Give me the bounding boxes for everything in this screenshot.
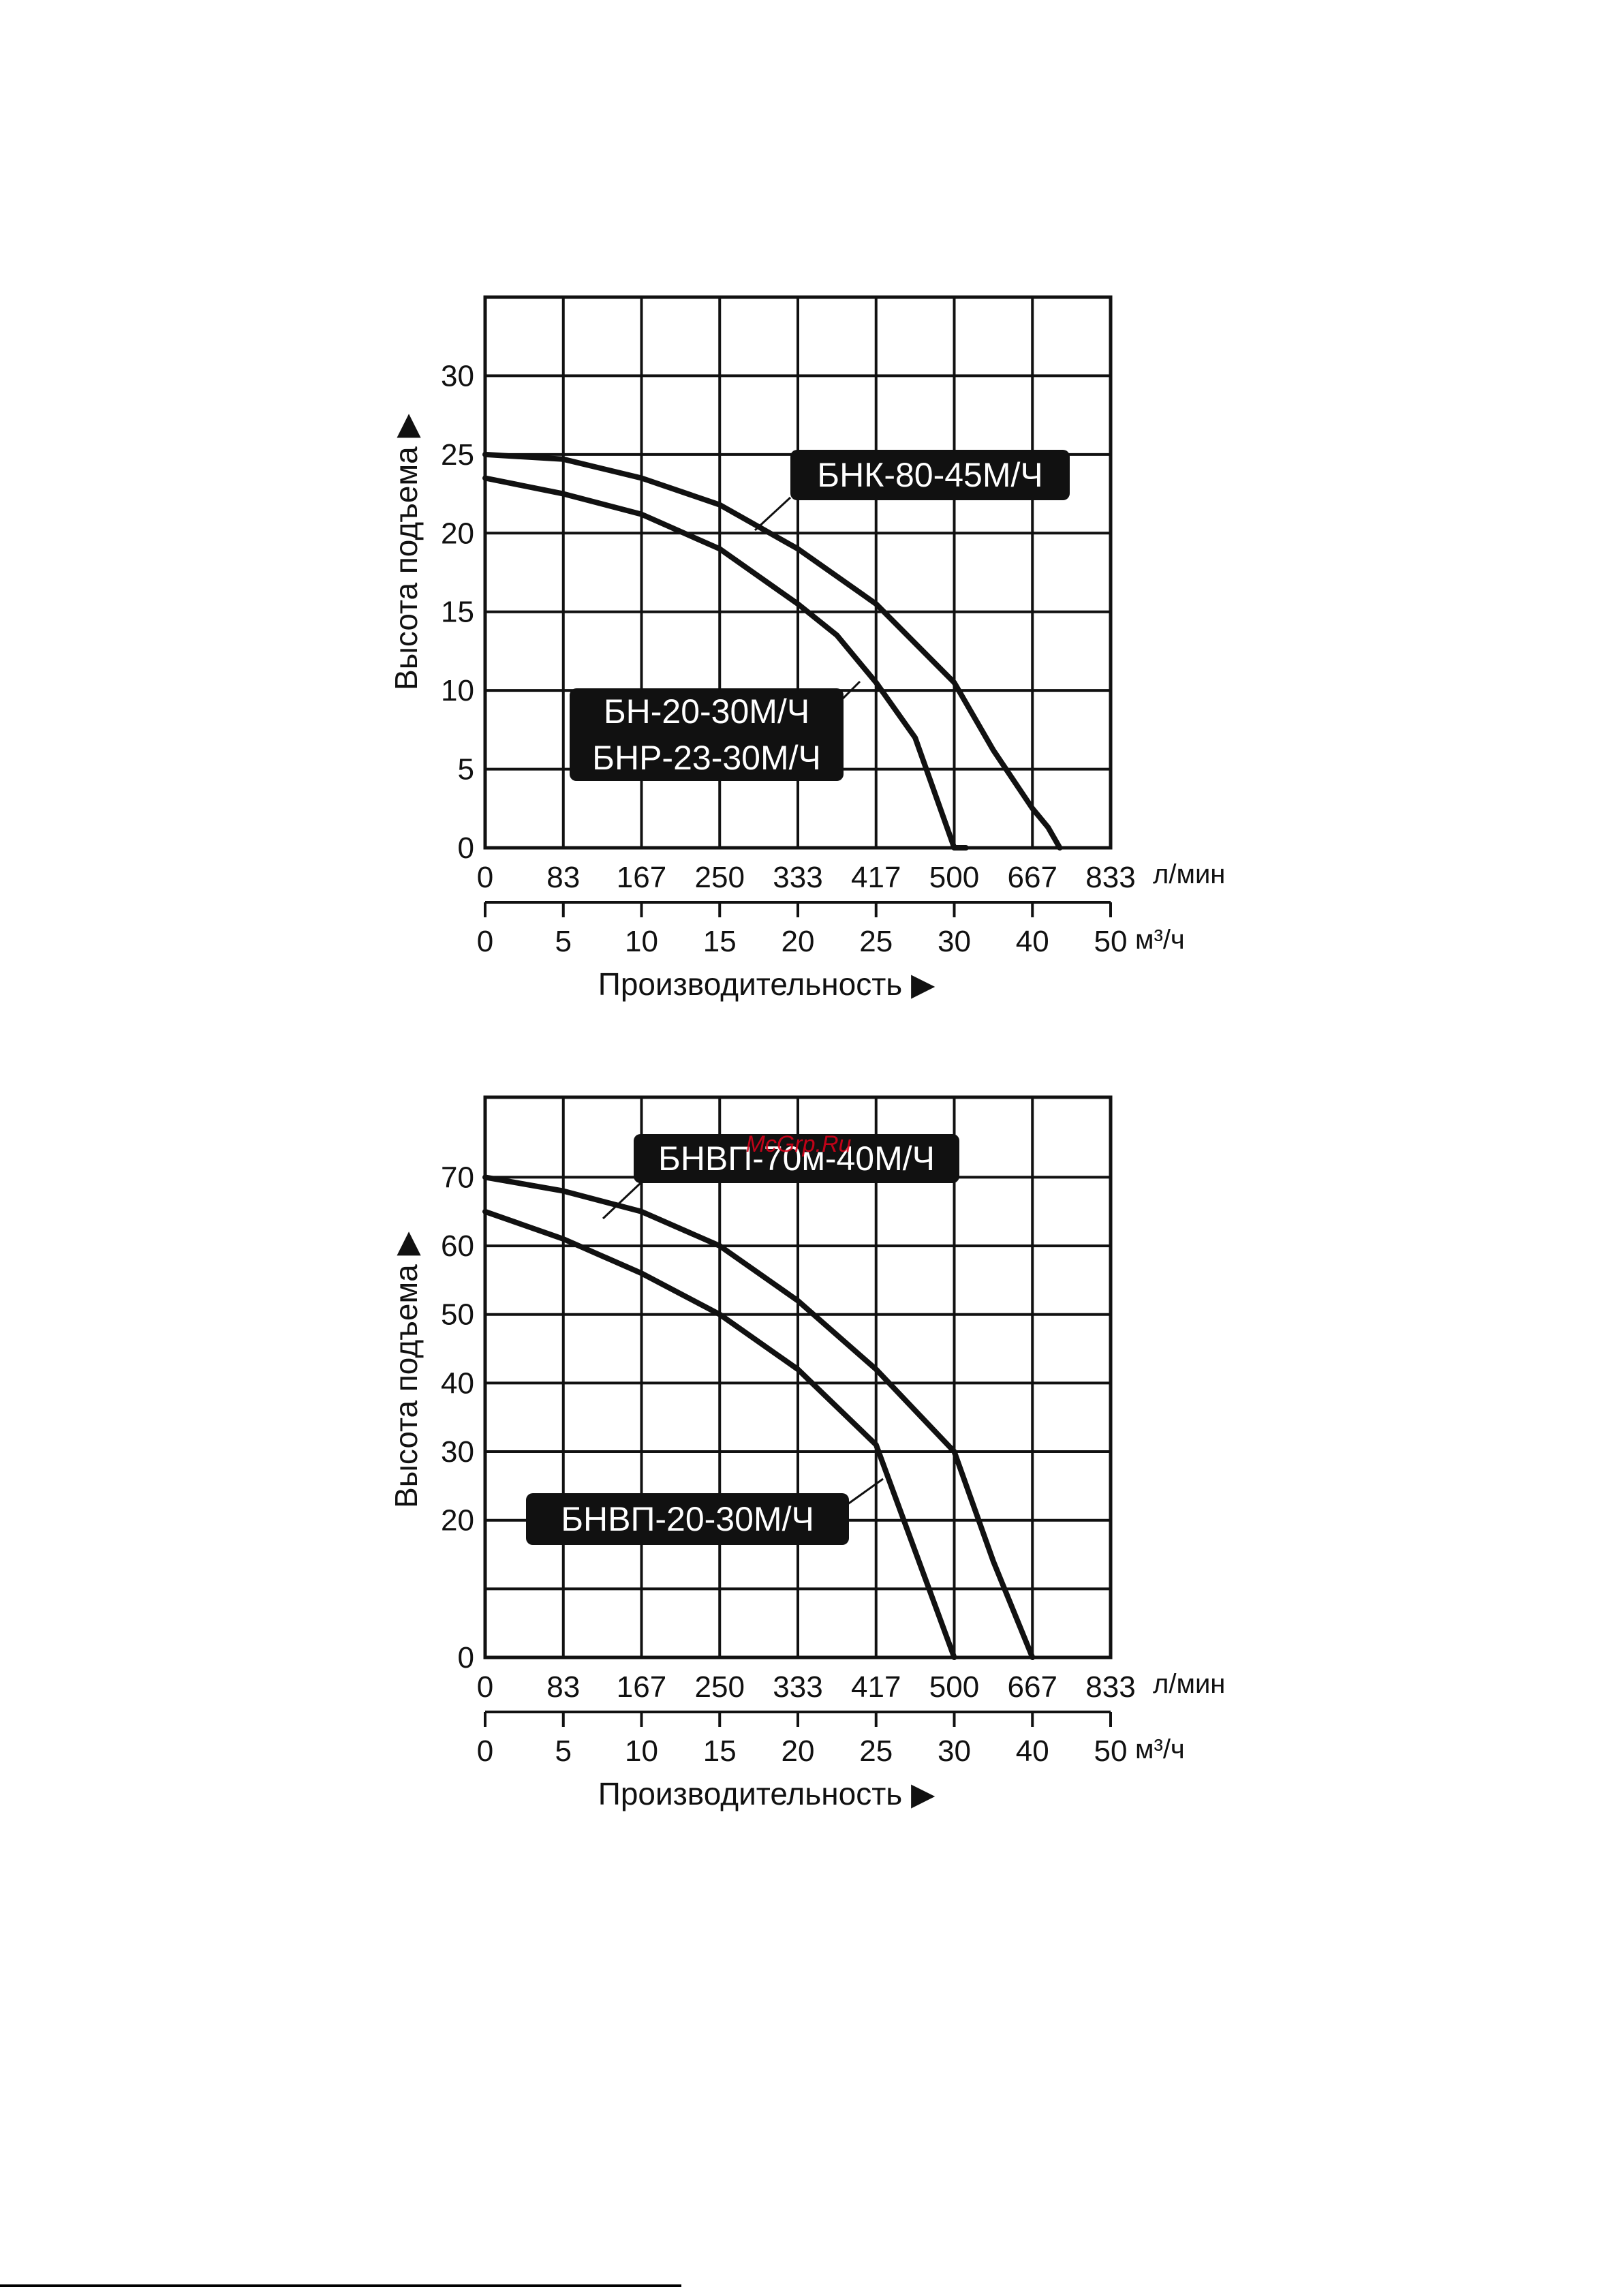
y-axis-title: Высота подъема ▶ <box>388 1231 424 1508</box>
x-unit-m3h: м³/ч <box>1135 925 1185 955</box>
x-tick-label-lmin: 417 <box>851 1670 901 1704</box>
y-tick-label: 60 <box>441 1229 474 1263</box>
x-tick-label-m3h: 10 <box>625 1734 658 1768</box>
x-tick-label-lmin: 83 <box>546 1670 580 1704</box>
x-tick-label-lmin: 333 <box>773 1670 822 1704</box>
series-curve-1 <box>482 451 1063 851</box>
x-tick-label-lmin: 0 <box>477 1670 493 1704</box>
x-tick-label-lmin: 500 <box>929 861 979 894</box>
y-tick-label: 0 <box>458 831 474 865</box>
x-tick-label-lmin: 833 <box>1085 861 1135 894</box>
x-tick-label-lmin: 83 <box>546 861 580 894</box>
y-tick-label: 50 <box>441 1298 474 1332</box>
y-tick-label: 15 <box>441 596 474 629</box>
x-tick-label-m3h: 30 <box>938 1734 971 1768</box>
y-tick-label: 30 <box>441 359 474 393</box>
series-label-text: БН-20-30М/Ч <box>604 692 809 731</box>
y-axis-title: Высота подъема ▶ <box>388 414 424 690</box>
x-tick-label-m3h: 40 <box>1016 925 1049 958</box>
x-tick-label-lmin: 0 <box>477 861 493 894</box>
x-tick-label-lmin: 667 <box>1008 1670 1057 1704</box>
y-tick-label: 0 <box>458 1641 474 1674</box>
label-leader-line <box>844 1478 884 1507</box>
series-label-box <box>634 1134 959 1183</box>
x-unit-lmin: л/мин <box>1153 1669 1225 1699</box>
y-tick-label: 70 <box>441 1161 474 1194</box>
series-label-text: БНВП-20-30М/Ч <box>561 1500 814 1538</box>
x-tick-label-lmin: 500 <box>929 1670 979 1704</box>
x-tick-label-m3h: 20 <box>782 925 815 958</box>
y-tick-label: 10 <box>441 674 474 707</box>
x-tick-label-m3h: 25 <box>859 1734 893 1768</box>
series-curve-2 <box>482 475 969 851</box>
plot-frame <box>483 295 1113 850</box>
plot-frame <box>483 1095 1113 1659</box>
series-label-text: БНР-23-30М/Ч <box>592 739 821 777</box>
x-tick-label-m3h: 50 <box>1094 925 1128 958</box>
series-label-text: БНВП-70м-40М/Ч <box>658 1139 935 1178</box>
page-bottom-rule <box>0 2284 681 2287</box>
series-label-box <box>526 1493 849 1545</box>
label-leader-line <box>602 1182 642 1220</box>
label-leader-line <box>754 496 792 532</box>
x-tick-label-lmin: 333 <box>773 861 822 894</box>
x-unit-lmin: л/мин <box>1153 859 1225 889</box>
x-tick-label-m3h: 50 <box>1094 1734 1128 1768</box>
x-tick-label-m3h: 5 <box>555 1734 572 1768</box>
x-tick-label-lmin: 250 <box>695 1670 745 1704</box>
series-curve-2 <box>482 1208 957 1660</box>
y-tick-label: 40 <box>441 1366 474 1400</box>
series-label-box <box>790 450 1070 500</box>
x-tick-label-m3h: 0 <box>477 1734 493 1768</box>
series-label-box <box>570 688 844 781</box>
x-axis-title: Производительность ▶ <box>598 966 936 1002</box>
x-tick-label-m3h: 15 <box>703 925 737 958</box>
x-tick-label-m3h: 5 <box>555 925 572 958</box>
y-tick-label: 30 <box>441 1435 474 1469</box>
x-tick-label-m3h: 10 <box>625 925 658 958</box>
x-axis-title: Производительность ▶ <box>598 1776 936 1811</box>
secondary-x-axis <box>484 901 1112 917</box>
x-unit-m3h: м³/ч <box>1135 1734 1185 1764</box>
y-tick-label: 5 <box>458 753 474 786</box>
secondary-x-axis <box>484 1711 1112 1727</box>
series-label-text: БНК-80-45М/Ч <box>817 456 1042 494</box>
y-tick-label: 20 <box>441 1504 474 1537</box>
x-tick-label-m3h: 30 <box>938 925 971 958</box>
x-tick-label-m3h: 25 <box>859 925 893 958</box>
y-tick-label: 25 <box>441 438 474 472</box>
x-tick-label-m3h: 20 <box>782 1734 815 1768</box>
x-tick-label-lmin: 167 <box>617 861 666 894</box>
x-tick-label-m3h: 0 <box>477 925 493 958</box>
watermark-text: McGrp.Ru <box>746 1131 852 1157</box>
x-tick-label-lmin: 667 <box>1008 861 1057 894</box>
y-tick-label: 20 <box>441 517 474 550</box>
series-curve-1 <box>482 1174 1036 1660</box>
x-tick-label-lmin: 167 <box>617 1670 666 1704</box>
x-tick-label-m3h: 40 <box>1016 1734 1049 1768</box>
x-tick-label-lmin: 250 <box>695 861 745 894</box>
x-tick-label-m3h: 15 <box>703 1734 737 1768</box>
x-tick-label-lmin: 417 <box>851 861 901 894</box>
x-tick-label-lmin: 833 <box>1085 1670 1135 1704</box>
